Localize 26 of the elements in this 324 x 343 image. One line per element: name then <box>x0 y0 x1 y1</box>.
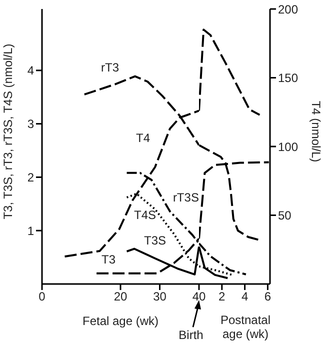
x-tick-label: 40 <box>192 290 206 304</box>
y-tick-label: 1 <box>27 224 34 238</box>
y-tick-label: 2 <box>27 170 34 184</box>
x-tick-label: 30 <box>153 290 167 304</box>
y2-tick-label: 100 <box>278 140 298 154</box>
x-tick-label: 2 <box>218 290 226 304</box>
y2-axis-title: T4 (nmol/L) <box>309 100 323 162</box>
x-tick-label: 4 <box>241 290 248 304</box>
series-label: T3S <box>144 233 166 248</box>
y-axis-title: T3, T3S, rT3, rT3S, T4S (nmol/L) <box>1 44 15 220</box>
x-tick-label: 0 <box>38 290 46 304</box>
y-tick-label: 3 <box>27 117 34 132</box>
x-axis-title: Fetal age (wk) <box>82 314 159 328</box>
x-tick-label: 20 <box>114 290 128 304</box>
x-axis-title: Postnatal age (wk) <box>220 313 271 341</box>
y-tick-label: 4 <box>27 64 34 78</box>
text: Birth <box>178 328 204 342</box>
series-label: rT3 <box>101 60 120 74</box>
series-label: T3 <box>102 252 116 266</box>
series-label: T4S <box>134 208 156 222</box>
series-label: rT3S <box>172 190 199 204</box>
x-tick-label: 6 <box>264 290 272 304</box>
y2-tick-label: 200 <box>278 2 298 16</box>
y2-tick-label: 50 <box>278 208 292 223</box>
y2-tick-label: 150 <box>278 71 298 86</box>
series-label: T4 <box>136 131 150 146</box>
